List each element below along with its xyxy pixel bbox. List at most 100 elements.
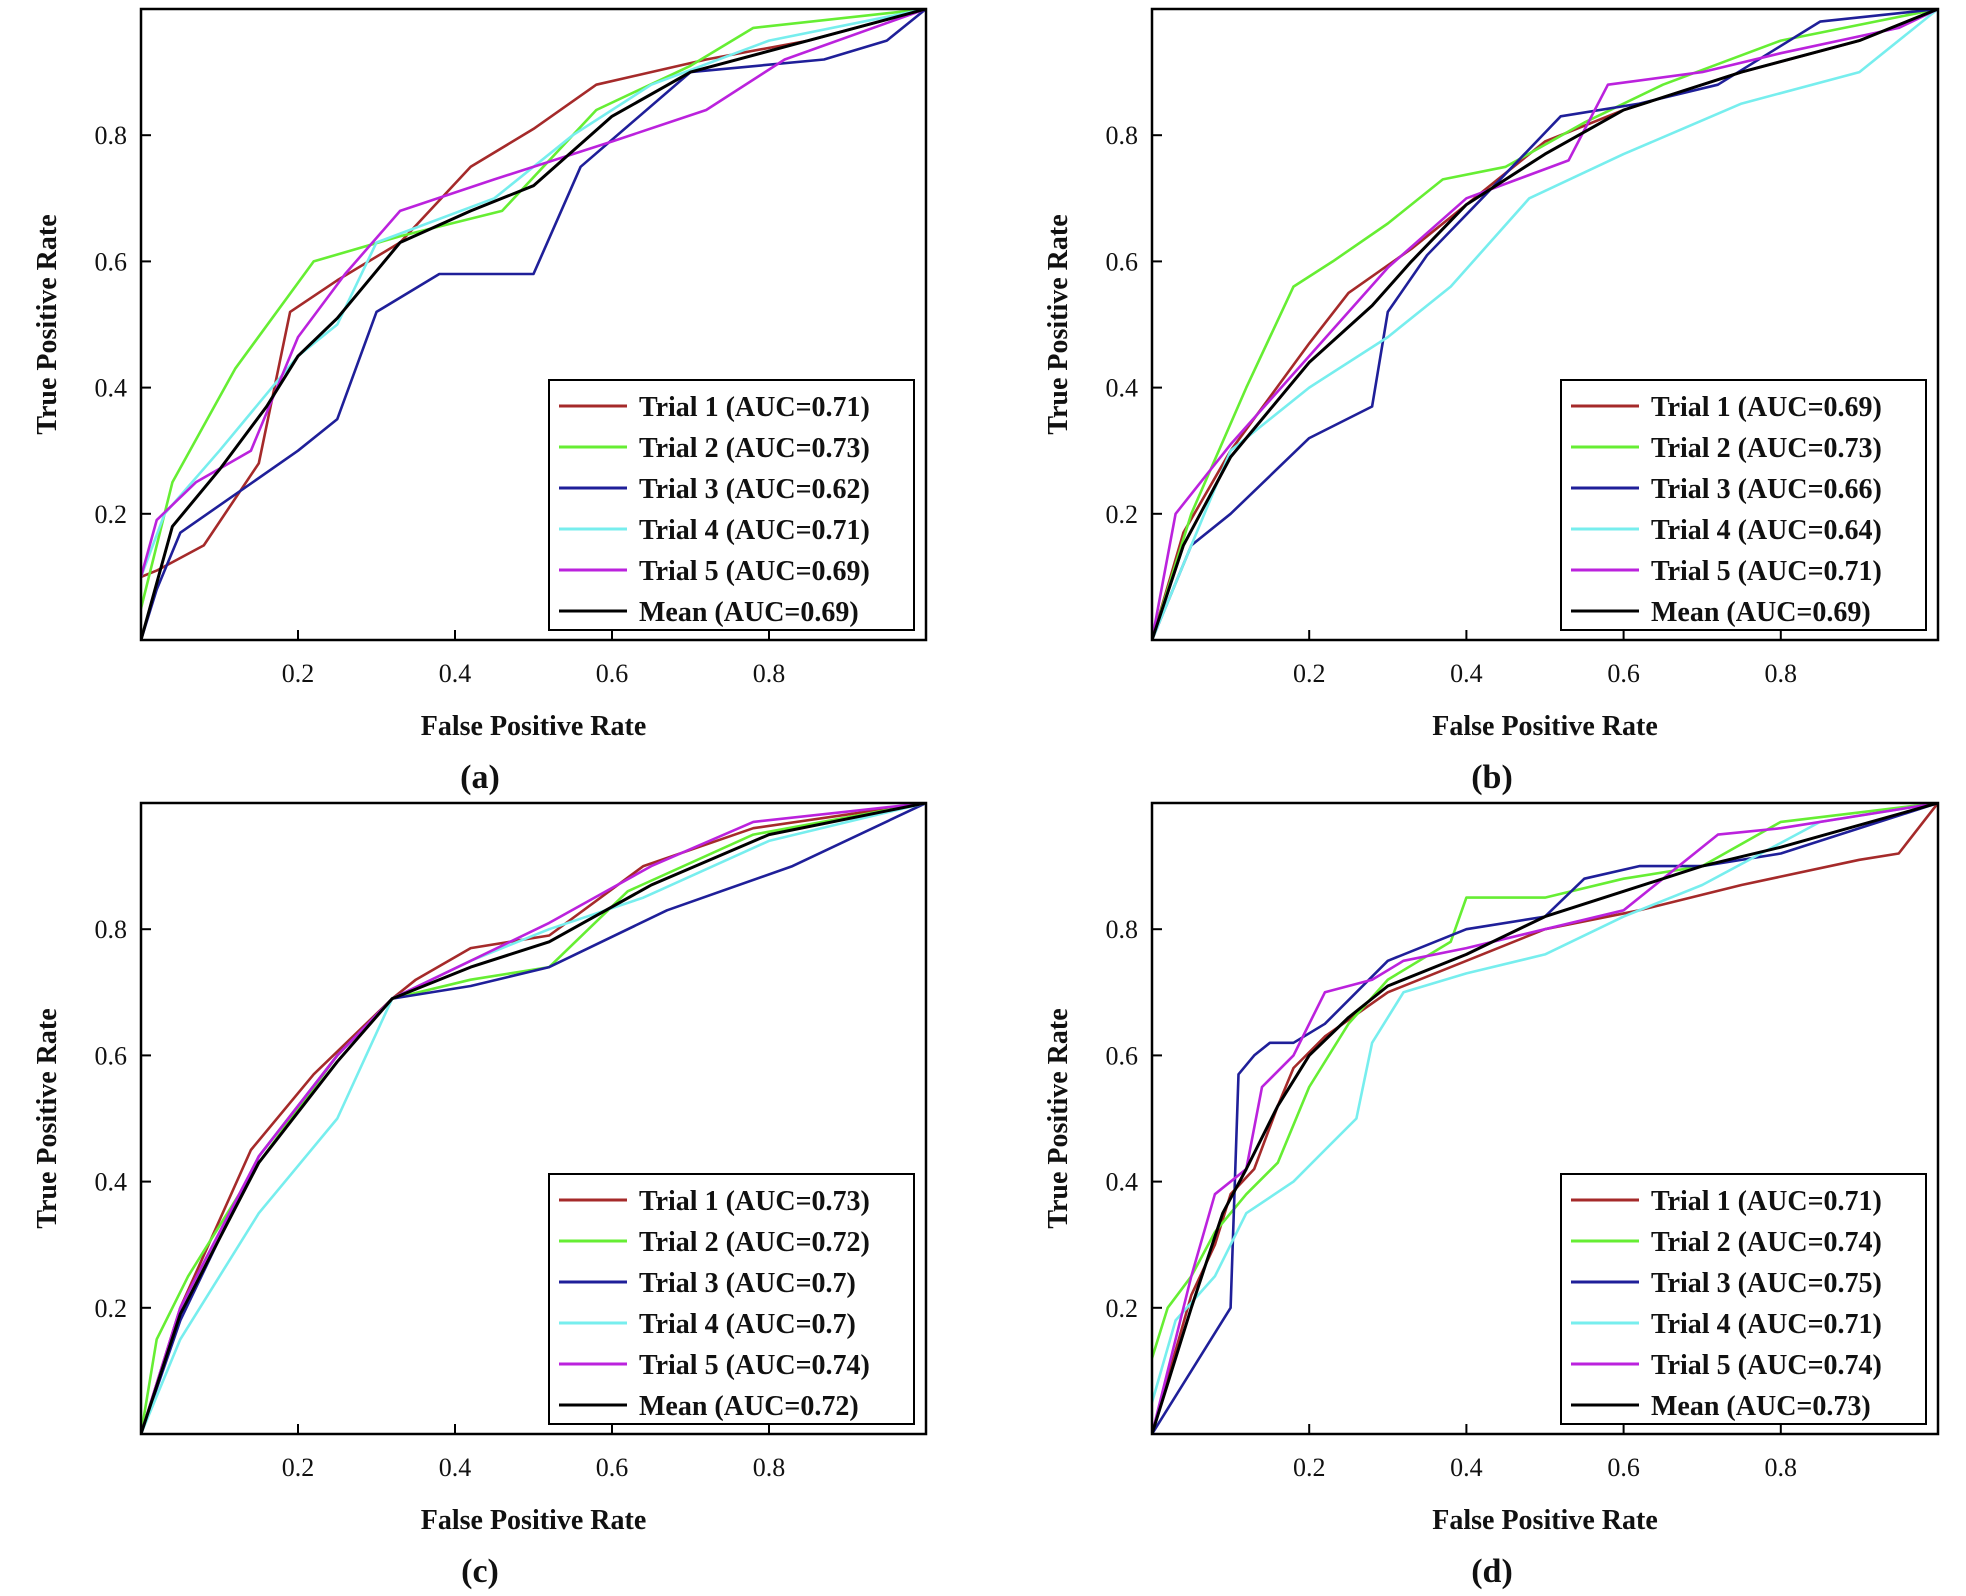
roc-panel-2: 0.2 0.4 0.6 0.8 0.2 0.4 0.6 0.8 False Positive R… bbox=[1043, 7, 1940, 796]
x-tick-label: 0.4 bbox=[439, 1453, 472, 1482]
roc-curve-mean bbox=[141, 803, 926, 1434]
legend-entry: Trial 3 (AUC=0.62) bbox=[639, 474, 870, 505]
y-axis-title: True Positive Rate bbox=[1043, 1008, 1074, 1228]
legend: Trial 1 (AUC=0.69) Trial 2 (AUC=0.73) Tria… bbox=[1560, 379, 1927, 631]
x-tick-label: 0.2 bbox=[1293, 1453, 1326, 1482]
x-tick-label: 0.2 bbox=[282, 1453, 315, 1482]
legend-entry: Trial 2 (AUC=0.73) bbox=[1651, 433, 1882, 464]
panel-label: (c) bbox=[461, 1553, 499, 1590]
x-tick-label: 0.8 bbox=[1765, 1453, 1798, 1482]
y-tick-label: 0.8 bbox=[1106, 915, 1139, 944]
panel-label: (d) bbox=[1471, 1553, 1513, 1590]
x-tick-label: 0.4 bbox=[1450, 659, 1483, 688]
legend-entry: Trial 1 (AUC=0.73) bbox=[639, 1186, 870, 1217]
x-tick-label: 0.4 bbox=[1450, 1453, 1483, 1482]
roc-curve-trial3 bbox=[1152, 9, 1938, 640]
legend-entry: Mean (AUC=0.73) bbox=[1651, 1391, 1871, 1422]
y-tick-label: 0.2 bbox=[95, 1294, 128, 1323]
legend-entry: Trial 3 (AUC=0.66) bbox=[1651, 474, 1882, 505]
roc-panel-1: 0.2 0.4 0.6 0.8 0.2 0.4 0.6 0.8 False Positive R… bbox=[32, 7, 928, 796]
x-tick-label: 0.6 bbox=[596, 1453, 629, 1482]
legend: Trial 1 (AUC=0.73) Trial 2 (AUC=0.72) Tria… bbox=[548, 1173, 915, 1425]
roc-curve-mean bbox=[141, 9, 926, 640]
curves bbox=[141, 9, 926, 640]
roc-curve-trial5 bbox=[141, 803, 926, 1434]
plot-frame bbox=[1150, 801, 1940, 1436]
y-tick-label: 0.4 bbox=[1106, 374, 1139, 403]
x-axis-title: False Positive Rate bbox=[421, 711, 647, 742]
legend-box bbox=[1560, 1173, 1927, 1425]
legend: Trial 1 (AUC=0.71) Trial 2 (AUC=0.73) Tria… bbox=[548, 379, 915, 631]
roc-curve-trial5 bbox=[1152, 803, 1938, 1434]
y-tick-label: 0.6 bbox=[1106, 247, 1139, 276]
roc-curve-trial2 bbox=[141, 9, 926, 609]
legend-box bbox=[1560, 379, 1927, 631]
y-tick-label: 0.6 bbox=[1106, 1041, 1139, 1070]
roc-curve-trial4 bbox=[141, 9, 926, 578]
y-tick-label: 0.2 bbox=[1106, 1294, 1139, 1323]
legend-entry: Trial 3 (AUC=0.7) bbox=[639, 1268, 856, 1299]
legend-entry: Trial 2 (AUC=0.72) bbox=[639, 1227, 870, 1258]
plot-frame bbox=[139, 801, 928, 1436]
legend-entry: Mean (AUC=0.72) bbox=[639, 1391, 859, 1422]
legend-box bbox=[548, 379, 915, 631]
legend-entry: Trial 5 (AUC=0.74) bbox=[1651, 1350, 1882, 1381]
legend-entry: Mean (AUC=0.69) bbox=[639, 597, 859, 628]
x-axis-title: False Positive Rate bbox=[1432, 711, 1658, 742]
y-tick-label: 0.4 bbox=[1106, 1168, 1139, 1197]
x-tick-label: 0.2 bbox=[282, 659, 315, 688]
y-tick-label: 0.8 bbox=[1106, 121, 1139, 150]
y-tick-label: 0.6 bbox=[95, 1041, 128, 1070]
legend-entry: Mean (AUC=0.69) bbox=[1651, 597, 1871, 628]
legend-entry: Trial 5 (AUC=0.71) bbox=[1651, 556, 1882, 587]
y-tick-label: 0.4 bbox=[95, 374, 128, 403]
legend-entry: Trial 4 (AUC=0.71) bbox=[1651, 1309, 1882, 1340]
y-axis-title: True Positive Rate bbox=[1043, 214, 1074, 434]
legend-entry: Trial 2 (AUC=0.74) bbox=[1651, 1227, 1882, 1258]
roc-curve-mean bbox=[1152, 9, 1938, 640]
curves bbox=[1152, 9, 1938, 640]
y-tick-label: 0.2 bbox=[1106, 500, 1139, 529]
x-tick-label: 0.8 bbox=[753, 1453, 786, 1482]
x-tick-label: 0.8 bbox=[753, 659, 786, 688]
x-tick-label: 0.6 bbox=[596, 659, 629, 688]
legend: Trial 1 (AUC=0.71) Trial 2 (AUC=0.74) Tria… bbox=[1560, 1173, 1927, 1425]
legend-entry: Trial 4 (AUC=0.64) bbox=[1651, 515, 1882, 546]
roc-curve-trial2 bbox=[1152, 9, 1938, 640]
y-tick-label: 0.2 bbox=[95, 500, 128, 529]
y-axis-title: True Positive Rate bbox=[32, 214, 63, 434]
y-tick-label: 0.8 bbox=[95, 121, 128, 150]
y-tick-label: 0.4 bbox=[95, 1168, 128, 1197]
curves bbox=[1152, 803, 1938, 1434]
panel-label: (b) bbox=[1471, 759, 1513, 796]
roc-panel-4: 0.2 0.4 0.6 0.8 0.2 0.4 0.6 0.8 False Positive R… bbox=[1043, 801, 1940, 1590]
roc-curve-trial4 bbox=[1152, 803, 1938, 1403]
plot-frame bbox=[139, 7, 928, 642]
panel-label: (a) bbox=[460, 759, 500, 796]
legend-entry: Trial 1 (AUC=0.71) bbox=[639, 392, 870, 423]
legend-entry: Trial 1 (AUC=0.69) bbox=[1651, 392, 1882, 423]
x-tick-label: 0.6 bbox=[1607, 659, 1640, 688]
x-tick-label: 0.2 bbox=[1293, 659, 1326, 688]
roc-curve-trial5 bbox=[1152, 9, 1938, 640]
curves bbox=[141, 803, 926, 1434]
x-tick-label: 0.8 bbox=[1765, 659, 1798, 688]
legend-entry: Trial 3 (AUC=0.75) bbox=[1651, 1268, 1882, 1299]
legend-entry: Trial 1 (AUC=0.71) bbox=[1651, 1186, 1882, 1217]
roc-curve-trial3 bbox=[1152, 803, 1938, 1434]
y-axis-title: True Positive Rate bbox=[32, 1008, 63, 1228]
x-axis-title: False Positive Rate bbox=[421, 1505, 647, 1536]
plot-frame bbox=[1150, 7, 1940, 642]
legend-entry: Trial 2 (AUC=0.73) bbox=[639, 433, 870, 464]
legend-box bbox=[548, 1173, 915, 1425]
x-tick-label: 0.4 bbox=[439, 659, 472, 688]
roc-panel-3: 0.2 0.4 0.6 0.8 0.2 0.4 0.6 0.8 False Positive R… bbox=[32, 801, 928, 1590]
x-axis-title: False Positive Rate bbox=[1432, 1505, 1658, 1536]
legend-entry: Trial 5 (AUC=0.74) bbox=[639, 1350, 870, 1381]
x-tick-label: 0.6 bbox=[1607, 1453, 1640, 1482]
y-tick-label: 0.6 bbox=[95, 247, 128, 276]
roc-curve-trial5 bbox=[141, 9, 926, 578]
roc-curve-mean bbox=[1152, 803, 1938, 1434]
legend-entry: Trial 4 (AUC=0.7) bbox=[639, 1309, 856, 1340]
